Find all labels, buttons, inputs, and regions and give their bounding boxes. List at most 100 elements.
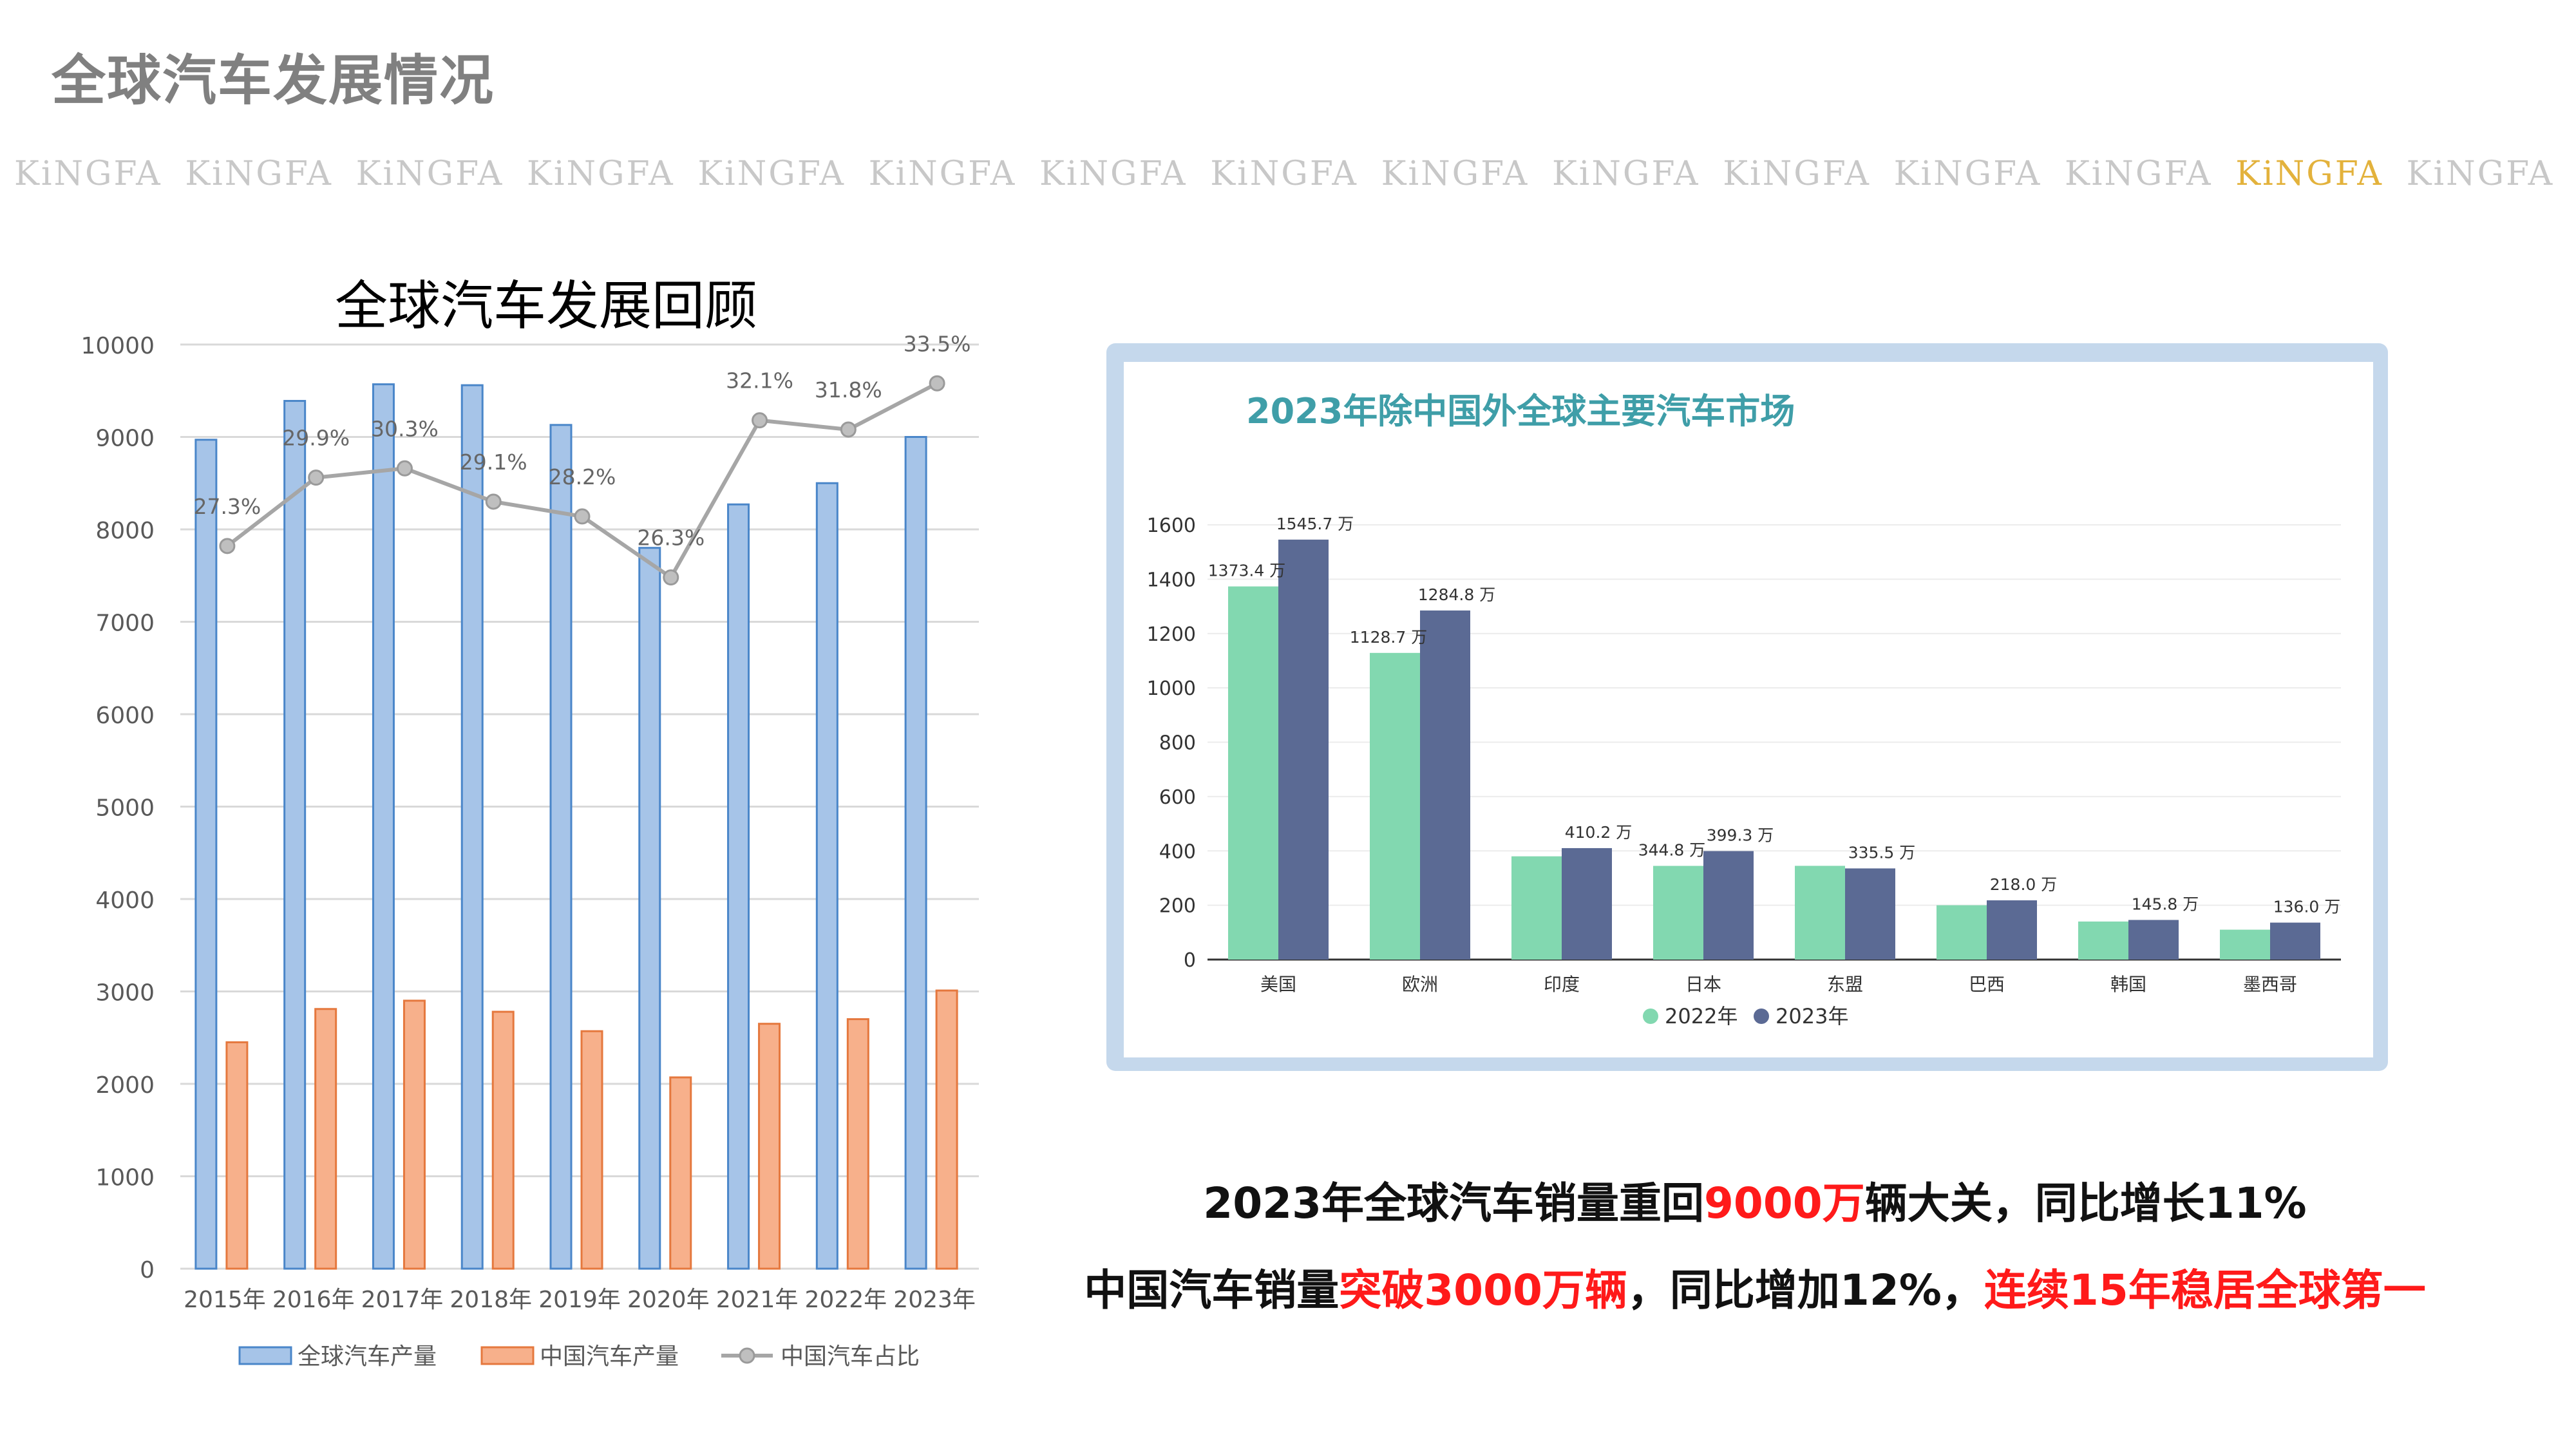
inset-y-tick-label: 1400 xyxy=(1147,569,1196,591)
inset-chart: 0 200 400 600 800 1000 1200 1400 1600 1373.4 万 154… xyxy=(1147,515,2341,1028)
value-label-2023: 410.2 万 xyxy=(1565,823,1633,842)
inset-y-tick-label: 600 xyxy=(1159,786,1196,809)
kingfa-logo: KiNGFA xyxy=(1551,155,1700,193)
summary-text: ，同比增加12%， xyxy=(1627,1265,1984,1315)
bar-2023 xyxy=(1278,539,1329,960)
bar-2022 xyxy=(1511,856,1562,960)
page-title: 全球汽车发展情况 xyxy=(52,49,495,112)
y-tick-label: 5000 xyxy=(95,795,155,822)
x-tick-label: 2017年 xyxy=(361,1287,444,1313)
kingfa-logo: KiNGFA xyxy=(185,155,333,193)
china-share-point xyxy=(308,469,325,486)
x-tick-label: 2022年 xyxy=(805,1287,887,1313)
inset-y-tick-label: 800 xyxy=(1159,732,1196,755)
china-share-label: 32.1% xyxy=(726,368,793,393)
value-label-2023: 399.3 万 xyxy=(1707,826,1774,845)
y-tick-label: 7000 xyxy=(95,611,155,637)
value-label-2023: 136.0 万 xyxy=(2273,898,2341,916)
china-production-bar xyxy=(758,1023,781,1270)
china-production-bar xyxy=(491,1010,515,1270)
china-share-point xyxy=(485,493,502,510)
summary-line-1: 2023年全球汽车销量重回9000万辆大关，同比增长11% xyxy=(1056,1169,2454,1231)
y-tick-label: 2000 xyxy=(95,1072,155,1099)
kingfa-logo: KiNGFA xyxy=(1893,155,2042,193)
china-share-label: 27.3% xyxy=(193,494,261,519)
value-label-2022: 1128.7 万 xyxy=(1350,628,1427,647)
bar-2023 xyxy=(1562,848,1612,960)
china-share-point xyxy=(219,538,236,554)
legend-label-global: 全球汽车产量 xyxy=(298,1343,437,1370)
china-production-bar xyxy=(314,1008,337,1270)
inset-y-tick-label: 200 xyxy=(1159,895,1196,918)
legend-dot-2022 xyxy=(1643,1009,1658,1024)
kingfa-logo: KiNGFA xyxy=(526,155,675,193)
inset-x-tick-label: 印度 xyxy=(1544,974,1580,995)
y-tick-label: 8000 xyxy=(95,518,155,544)
china-share-point xyxy=(752,412,768,429)
value-label-2023: 335.5 万 xyxy=(1848,843,1916,862)
china-share-label: 29.1% xyxy=(460,450,527,475)
china-production-bar xyxy=(935,989,958,1270)
bar-2023 xyxy=(2128,920,2179,960)
global-production-bar xyxy=(815,482,838,1270)
legend-swatch-share-marker xyxy=(739,1347,755,1364)
legend-label-china: 中国汽车产量 xyxy=(540,1343,679,1370)
china-share-label: 29.9% xyxy=(282,426,350,451)
china-production-bar xyxy=(846,1018,869,1270)
inset-x-tick-label: 美国 xyxy=(1260,974,1296,995)
kingfa-logo: KiNGFA xyxy=(1210,155,1358,193)
x-tick-label: 2015年 xyxy=(184,1287,266,1313)
inset-y-tick-label: 1600 xyxy=(1147,515,1196,537)
left-chart: 0 1000 2000 3000 4000 5000 6000 7000 8000 9000 100… xyxy=(80,331,979,1370)
global-production-bar xyxy=(638,547,661,1270)
legend-label-2023: 2023年 xyxy=(1776,1004,1848,1028)
legend-label-share: 中国汽车占比 xyxy=(781,1343,920,1370)
legend-swatch-china xyxy=(480,1346,535,1365)
bar-2022 xyxy=(1937,905,1987,960)
bar-2023 xyxy=(1420,610,1470,960)
kingfa-logo: KiNGFA xyxy=(2406,155,2555,193)
kingfa-logo: KiNGFA xyxy=(2235,155,2383,193)
summary-text: 辆大关，同比增长11% xyxy=(1864,1179,2307,1228)
china-share-label: 31.8% xyxy=(815,377,882,402)
kingfa-logo: KiNGFA xyxy=(14,155,162,193)
y-tick-label: 9000 xyxy=(95,426,155,452)
inset-x-tick-label: 巴西 xyxy=(1969,974,2005,995)
inset-chart-title: 2023年除中国外全球主要汽车市场 xyxy=(1246,391,1795,431)
y-tick-label: 6000 xyxy=(95,703,155,729)
value-label-2023: 1545.7 万 xyxy=(1276,515,1354,533)
china-production-bar xyxy=(225,1041,249,1270)
y-tick-label: 0 xyxy=(140,1257,155,1283)
china-share-label: 28.2% xyxy=(549,464,616,489)
value-label-2023: 1284.8 万 xyxy=(1418,585,1495,604)
highlight-text: 9000万 xyxy=(1704,1179,1865,1228)
inset-x-tick-label: 东盟 xyxy=(1827,974,1863,995)
kingfa-logo: KiNGFA xyxy=(2064,155,2213,193)
summary-line-2: 中国汽车销量突破3000万辆，同比增加12%，连续15年稳居全球第一 xyxy=(1056,1256,2454,1318)
kingfa-logo: KiNGFA xyxy=(1039,155,1188,193)
highlight-text: 突破3000万辆 xyxy=(1339,1265,1627,1315)
left-chart-title: 全球汽车发展回顾 xyxy=(335,276,758,337)
global-production-bar xyxy=(283,400,307,1270)
china-share-point xyxy=(840,421,857,438)
bar-2022 xyxy=(1228,586,1278,960)
bar-2022 xyxy=(1370,652,1420,960)
bar-2022 xyxy=(1653,866,1703,960)
china-production-bar xyxy=(402,999,426,1270)
china-share-point xyxy=(396,460,413,477)
value-label-2022: 1373.4 万 xyxy=(1208,562,1285,580)
china-share-label: 33.5% xyxy=(904,331,971,356)
summary-text: 2023年全球汽车销量重回 xyxy=(1203,1179,1704,1228)
y-tick-label: 1000 xyxy=(95,1165,155,1191)
global-production-bar xyxy=(727,503,750,1270)
x-tick-label: 2016年 xyxy=(272,1287,355,1313)
kingfa-logo: KiNGFA xyxy=(697,155,846,193)
x-tick-label: 2023年 xyxy=(893,1287,976,1313)
china-production-bar xyxy=(580,1030,603,1270)
inset-x-tick-label: 欧洲 xyxy=(1402,974,1438,995)
x-tick-label: 2018年 xyxy=(450,1287,532,1313)
value-label-2022: 344.8 万 xyxy=(1638,841,1706,860)
bar-2023 xyxy=(1845,868,1895,960)
kingfa-logo: KiNGFA xyxy=(1723,155,1871,193)
bar-2022 xyxy=(2220,929,2270,960)
